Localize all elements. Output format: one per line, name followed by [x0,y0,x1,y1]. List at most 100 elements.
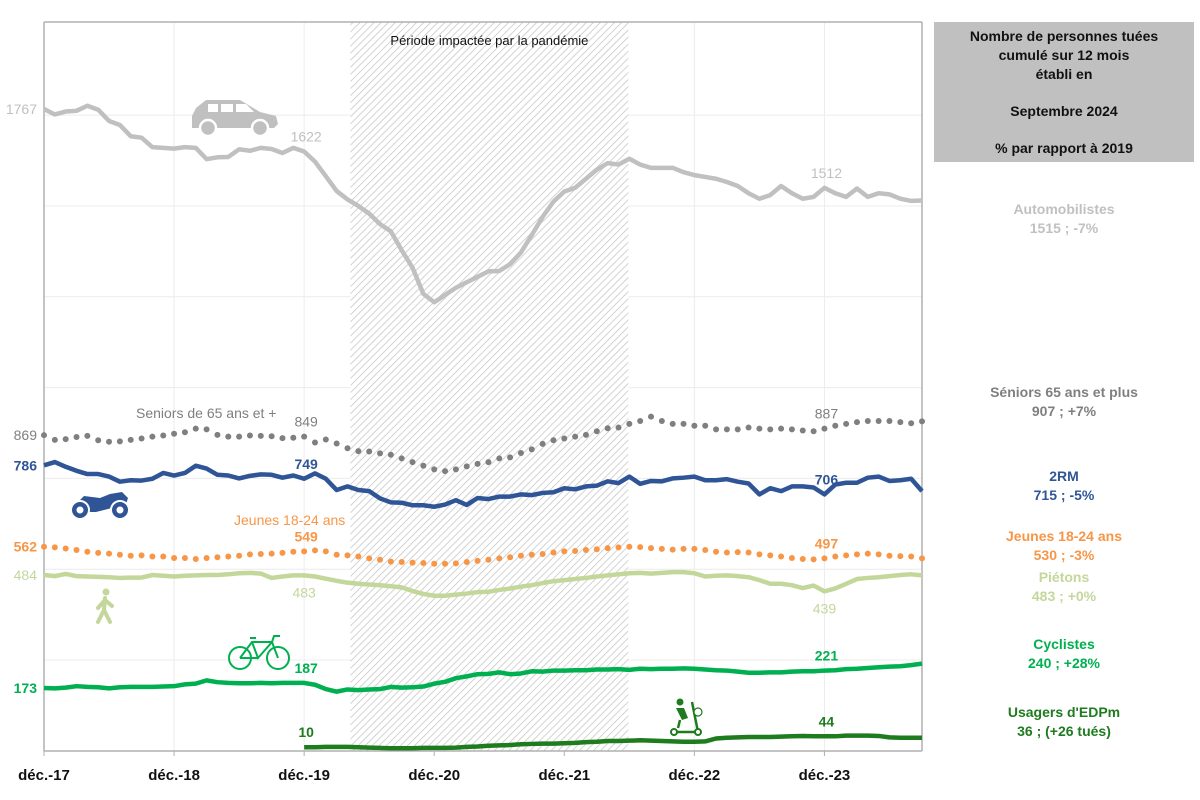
series-point [539,550,546,557]
series-point [843,420,850,427]
series-point [398,558,405,565]
series-point [420,560,427,567]
side-label-name: 2RM [1049,468,1079,484]
side-label-value: 530 ; -3% [1033,547,1095,563]
series-line-0 [42,103,923,305]
series-point [116,438,123,445]
series-point [745,424,752,431]
series-point [431,466,438,473]
series-point [171,554,178,561]
series-point [279,549,286,556]
series-point [62,545,69,552]
series-point [604,545,611,552]
x-tick-label: déc.-19 [278,767,330,784]
series-point [149,433,156,440]
series-point [290,548,297,555]
series-point [51,544,58,551]
series-point [517,449,524,456]
x-tick-labels: déc.-17 déc.-18 déc.-19 déc.-20 déc.-21 déc.-… [18,751,850,784]
series-point [485,556,492,563]
series-point [344,445,351,452]
series-point [387,558,394,565]
series-point [41,432,47,439]
series-point [778,425,785,432]
series-point [919,555,925,562]
header-line-3: établi en [1035,66,1093,82]
series-point [41,543,47,550]
series-point [311,439,318,446]
series-point [778,553,785,560]
side-label-value: 240 ; +28% [1028,655,1100,671]
series-point [333,440,340,447]
series-point [73,546,80,553]
series-point [203,554,210,561]
series-point [528,446,535,453]
series-point [669,420,676,427]
data-label: 10 [298,724,314,740]
series-point [160,432,167,439]
data-label: 786 [14,457,38,473]
series-point [572,433,579,440]
side-label-edpm: Usagers d'EDPm 36 ; (+26 tués) [934,703,1194,741]
series-point [257,432,264,439]
series-point [561,435,568,442]
series-lines [41,103,925,751]
series-point [561,548,568,555]
series-line-4 [43,569,923,598]
series-point [626,420,633,427]
series-point [897,419,904,426]
side-label-value: 483 ; +0% [1031,588,1097,604]
series-point [626,543,633,550]
series-point [355,448,362,455]
series-line-6 [304,733,922,751]
series-point [225,553,232,560]
pandemic-period-label: Période impactée par la pandémie [390,33,588,48]
side-label-name: Séniors 65 ans et plus [990,384,1138,400]
series-point [496,455,503,462]
series-point [702,422,709,429]
series-point [474,557,481,564]
x-tick-label: déc.-17 [18,767,70,784]
motorcycle-icon [70,492,130,520]
data-label: 1767 [6,101,37,117]
series-point [658,545,665,552]
series-point [322,548,329,555]
data-label: 497 [815,535,839,551]
header-line-1: Nombre de personnes tuées [969,28,1159,44]
series-point [821,425,828,432]
series-point [810,556,817,563]
side-label-value: 36 ; (+26 tués) [1017,723,1111,739]
side-label-name: Automobilistes [1013,201,1115,217]
series-point [301,433,308,440]
series-point [192,556,199,563]
series-point [84,548,91,555]
series-point [225,433,232,440]
series-point [507,454,514,461]
point-labels: 1767 1622 1512 869 849 887 786 749 706 562 549 497 4… [6,101,842,740]
series-point [680,420,687,427]
series-point [539,440,546,447]
series-point [377,450,384,457]
series-point [767,552,774,559]
series-point [810,428,817,435]
series-point [745,549,752,556]
data-label: 439 [813,600,837,616]
series-point [593,428,600,435]
series-point [788,426,795,433]
series-point [62,436,69,443]
data-label: 44 [819,713,835,729]
series-point [268,550,275,557]
data-label: 483 [292,584,316,600]
side-label-value: 1515 ; -7% [1029,220,1099,236]
series-point [864,550,871,557]
series-point [452,560,459,567]
series-point [398,455,405,462]
series-point [203,426,210,433]
series-point [853,551,860,558]
data-label: 869 [14,427,38,443]
series-point [517,552,524,559]
series-point [680,545,687,552]
series-point [637,418,644,425]
series-point [496,555,503,562]
series-point [116,551,123,558]
